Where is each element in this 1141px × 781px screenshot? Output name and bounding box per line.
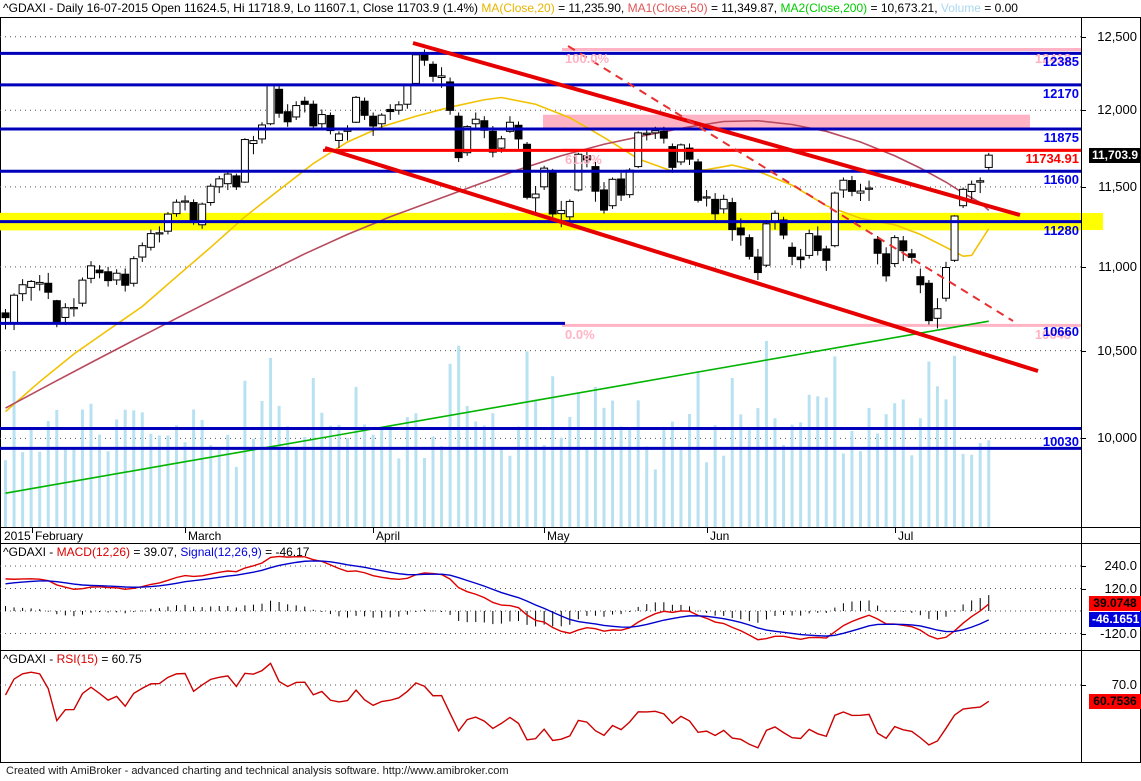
signal-value-badge: -46.1651 xyxy=(1089,612,1141,628)
price-axis-12,500-mark xyxy=(1081,36,1086,38)
level-label-11734.91: 11734.91 xyxy=(1025,151,1079,167)
month-label-Jul: Jul xyxy=(898,529,914,543)
price-axis-12,500: 12,500 xyxy=(1097,28,1137,44)
month-tick-March xyxy=(185,527,186,533)
moving-average-lines xyxy=(4,96,990,495)
fib-pct-label-61.8%: 61.8% xyxy=(565,151,602,167)
rsi-line xyxy=(4,662,990,749)
chart-title: ^GDAXI - Daily 16-07-2015 Open 11624.5, … xyxy=(3,1,1018,15)
fib-price-label-12412: 12412 xyxy=(1034,51,1071,67)
macd-histogram xyxy=(5,595,990,627)
month-label-April: April xyxy=(376,529,401,543)
macd-grid xyxy=(0,565,1081,634)
month-tick-May xyxy=(544,527,545,533)
macd-signal-line xyxy=(5,560,990,637)
macd-axis-240.0: 240.0 xyxy=(1104,558,1137,573)
fib-price-label-10648: 10648 xyxy=(1034,327,1071,343)
month-label-February: February xyxy=(35,529,84,543)
level-label-10030: 10030 xyxy=(1042,433,1079,449)
level-label-10660: 10660 xyxy=(1042,324,1079,340)
price-axis-10,000-mark xyxy=(1081,438,1086,440)
chart-title-bar: ^GDAXI - Daily 16-07-2015 Open 11624.5, … xyxy=(0,0,1141,17)
amibroker-credit-text: Created with AmiBroker - advanced charti… xyxy=(6,765,509,777)
grid-layer xyxy=(0,36,1081,439)
rsi-chart[interactable] xyxy=(0,650,1081,762)
month-label-Jun: Jun xyxy=(710,529,730,543)
price-axis-11,500-mark xyxy=(1081,186,1086,188)
month-label-March: March xyxy=(188,529,222,543)
macd-value-badge: 39.0748 xyxy=(1089,596,1141,612)
price-axis-11,000-mark xyxy=(1081,266,1086,268)
level-label-11280: 11280 xyxy=(1043,222,1079,238)
titlebar-divider xyxy=(0,17,1141,18)
price-axis-10,500-mark xyxy=(1081,350,1086,352)
month-tick-February xyxy=(32,527,33,533)
frame-bottom-border xyxy=(0,762,1141,763)
macd-axis--120.0: -120.0 xyxy=(1100,625,1137,641)
price-axis-12,000: 12,000 xyxy=(1097,102,1137,118)
year-label: 2015 xyxy=(4,529,31,543)
macd-axis--120.0-mark xyxy=(1081,633,1086,635)
frame-left-border xyxy=(0,0,1,762)
macd-axis-120.0: 120.0 xyxy=(1104,580,1137,596)
level-label-11600: 11600 xyxy=(1043,172,1079,188)
trendlines-layer[interactable] xyxy=(324,41,1039,373)
macd-line xyxy=(5,555,990,641)
price-axis-10,000: 10,000 xyxy=(1097,430,1137,446)
fib-pct-label-0.0%: 0.0% xyxy=(565,327,595,343)
level-label-12170: 12170 xyxy=(1042,85,1079,101)
candlesticks xyxy=(1,49,993,331)
price-axis-11,000: 11,000 xyxy=(1098,258,1137,274)
month-tick-April xyxy=(373,527,374,533)
price-axis-11,500: 11,500 xyxy=(1098,178,1137,194)
volume-bars xyxy=(4,340,991,527)
macd-axis-240.0-mark xyxy=(1081,566,1086,567)
horizontal-level-lines[interactable] xyxy=(0,51,1081,450)
macd-axis-120.0-mark xyxy=(1081,588,1086,590)
rsi-axis-70.0-mark xyxy=(1081,685,1086,686)
last-price-badge: 11,703.9 xyxy=(1089,147,1141,163)
price-panel-bottom-border xyxy=(0,527,1141,528)
yellow-band-margin-stub xyxy=(1082,212,1103,231)
macd-rsi-divider xyxy=(0,650,1141,651)
level-label-11875: 11875 xyxy=(1043,130,1079,146)
price-axis-10,500: 10,500 xyxy=(1097,342,1137,358)
month-label-May: May xyxy=(547,529,570,543)
rsi-value-badge: 60.7536 xyxy=(1089,693,1141,709)
level-label-12385: 12385 xyxy=(1042,54,1079,70)
value-axis-line[interactable] xyxy=(1081,17,1082,762)
price-axis-12,000-mark xyxy=(1081,110,1086,112)
macd-panel-title: ^GDAXI - MACD(12,26) = 39.07, Signal(12,… xyxy=(3,545,310,559)
rsi-axis-70.0: 70.0 xyxy=(1111,677,1137,692)
month-tick-Jun xyxy=(707,527,708,533)
price-chart[interactable] xyxy=(0,17,1081,527)
macd-panel-top-border xyxy=(0,543,1141,544)
macd-chart[interactable] xyxy=(0,543,1081,650)
month-tick-Jul xyxy=(895,527,896,533)
rsi-panel-title: ^GDAXI - RSI(15) = 60.75 xyxy=(3,652,142,666)
fib-pct-label-100.0%: 100.0% xyxy=(565,51,610,67)
